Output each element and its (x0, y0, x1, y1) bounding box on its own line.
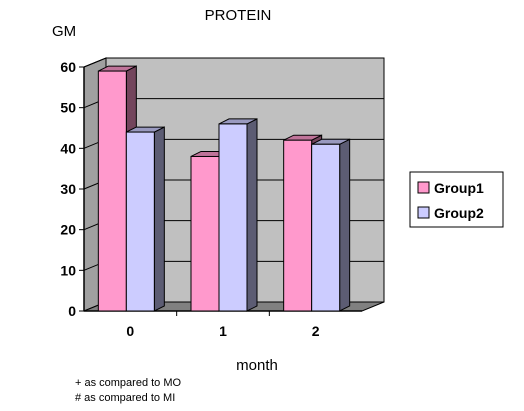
legend-label-group2: Group2 (434, 205, 484, 221)
gridline (83, 57, 384, 68)
legend-swatch-group2 (417, 206, 430, 219)
note-mo: + as compared to MO (75, 377, 182, 389)
bar-group1-2 (283, 134, 323, 312)
x-tick-label: 1 (219, 323, 227, 339)
y-tick-label: 0 (68, 303, 76, 319)
y-tick-label: 30 (60, 181, 76, 197)
y-tick-label: 60 (60, 59, 76, 75)
chart-title: PROTEIN (205, 7, 272, 24)
bars (97, 65, 351, 312)
bar-group2-0 (125, 126, 165, 312)
y-tick-label: 50 (60, 100, 76, 116)
y-tick-label: 20 (60, 222, 76, 238)
x-tick-label: 2 (312, 323, 320, 339)
x-axis-label: month (236, 357, 278, 374)
bar-group2-1 (218, 118, 258, 312)
y-tick-label: 10 (60, 262, 76, 278)
legend-label-group1: Group1 (434, 180, 484, 196)
bar-group2-2 (311, 138, 351, 312)
note-mi: # as compared to MI (75, 392, 175, 404)
legend-swatch-group1 (417, 181, 430, 194)
y-tick-label: 40 (60, 140, 76, 156)
y-axis-label: GM (52, 23, 76, 40)
legend: Group1 Group2 (409, 171, 504, 228)
x-tick-label: 0 (126, 323, 134, 339)
